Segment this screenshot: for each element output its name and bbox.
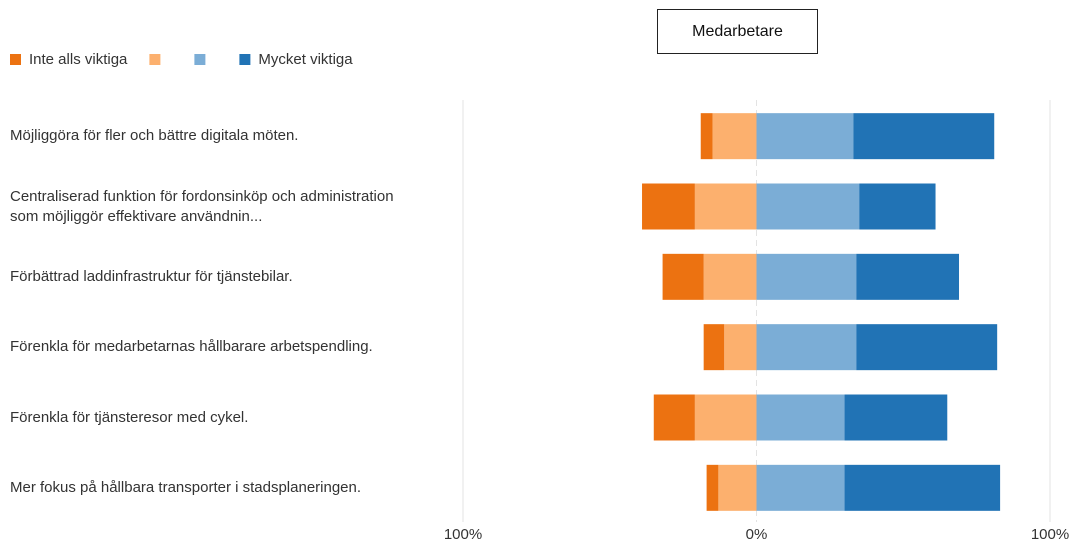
- bar-segment: [724, 324, 757, 371]
- bar-segment: [859, 183, 936, 230]
- bar-segment: [653, 394, 695, 441]
- bar-segment: [756, 394, 845, 441]
- legend-swatch: [194, 54, 206, 65]
- bar-segment: [694, 183, 757, 230]
- category-label: Förenkla för tjänsteresor med cykel.: [10, 408, 249, 426]
- bar-segment: [844, 464, 1001, 511]
- legend-label: Inte alls viktiga: [29, 51, 128, 68]
- bar-segment: [756, 113, 854, 160]
- legend-swatch: [239, 54, 251, 65]
- x-tick-label: 0%: [746, 526, 768, 543]
- bar-segment: [756, 253, 857, 300]
- bar-segment: [700, 113, 713, 160]
- chart-title: Medarbetare: [657, 9, 818, 54]
- bar-segment: [856, 324, 998, 371]
- legend-swatch: [149, 54, 161, 65]
- bar-segment: [706, 464, 719, 511]
- bar-segment: [642, 183, 695, 230]
- category-label: Förbättrad laddinfrastruktur för tjänste…: [10, 267, 293, 285]
- bar-segment: [694, 394, 757, 441]
- bar-segment: [662, 253, 704, 300]
- category-label: Centraliserad funktion för fordonsinköp …: [10, 187, 394, 225]
- bar-segment: [856, 253, 960, 300]
- bar-segment: [756, 324, 857, 371]
- bar-segment: [712, 113, 757, 160]
- category-label: Möjliggöra för fler och bättre digitala …: [10, 127, 299, 145]
- bar-segment: [756, 464, 845, 511]
- bar-segment: [853, 113, 995, 160]
- legend-swatch: [10, 54, 21, 65]
- bar-segment: [718, 464, 757, 511]
- category-label: Mer fokus på hållbara transporter i stad…: [10, 478, 362, 496]
- bar-segment: [703, 253, 757, 300]
- category-label: Förenkla för medarbetarnas hållbarare ar…: [10, 338, 373, 356]
- legend-label: Mycket viktiga: [258, 51, 353, 68]
- bar-segment: [756, 183, 860, 230]
- x-tick-label: 100%: [444, 526, 482, 543]
- bar-segment: [703, 324, 725, 371]
- x-tick-label: 100%: [1031, 526, 1069, 543]
- bar-segment: [844, 394, 948, 441]
